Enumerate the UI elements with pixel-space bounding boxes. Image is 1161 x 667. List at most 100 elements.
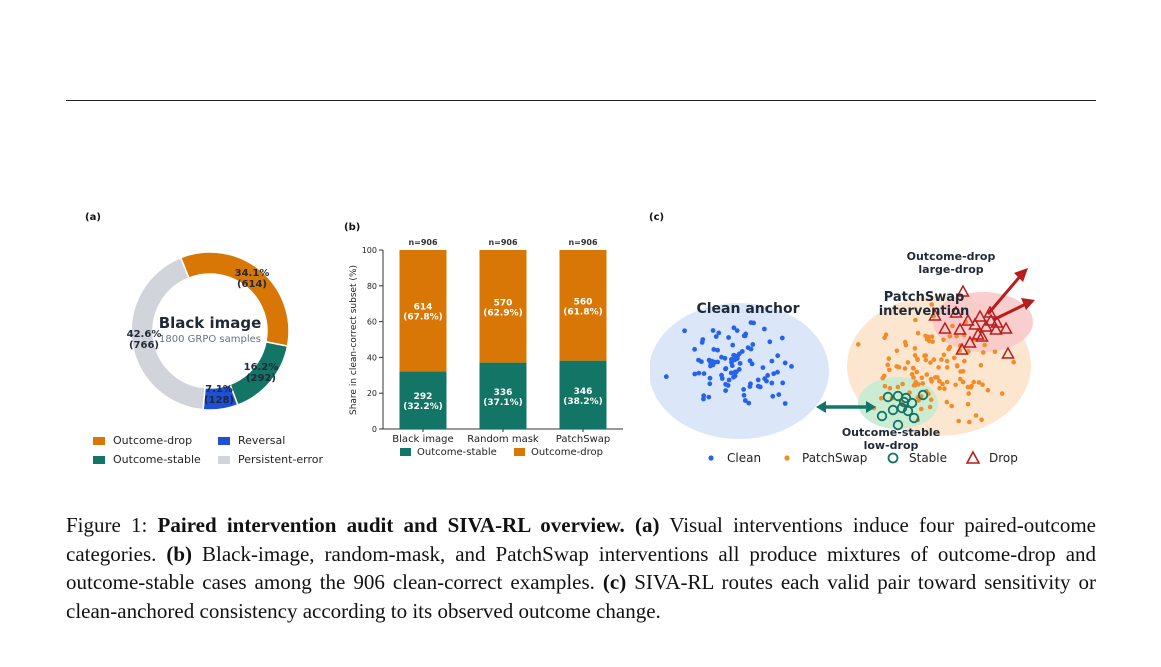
arrowhead-right-icon [866,401,876,413]
panel-b-label: (b) [344,222,361,233]
patchswap-point [887,367,892,373]
patchswap-point [909,372,915,377]
clean-point [739,349,745,354]
bar-data-label: 570 [494,298,513,308]
patchswap-label-line1: PatchSwap [884,290,965,305]
patchswap-point [979,417,984,423]
y-tick-label: 20 [367,389,377,398]
clean-point [775,369,780,375]
stable-point [876,410,888,422]
stable-label-line2: low-drop [864,439,919,452]
bar-n-label: n=906 [568,238,598,247]
bar-n-label: n=906 [408,238,438,247]
figure-caption: Figure 1: Paired intervention audit and … [66,511,1096,625]
caption-b-text: Black-image, random-mask, and PatchSwap … [66,541,1097,595]
patchswap-point [980,382,985,387]
clean-point [730,342,736,348]
bar-data-label: 346 [574,387,593,397]
bar-data-label: 336 [494,388,513,398]
patchswap-point [928,360,933,365]
clean-point [734,369,739,375]
drop-label-line2: large-drop [918,263,983,276]
panel-b-bar-chart: Share in clean-correct subset (%) 0 20 40 6… [349,238,623,445]
clean-point [696,357,701,363]
clean-point [742,333,748,339]
patchswap-point [953,382,958,388]
patchswap-point [950,323,955,329]
slice-label-reversal-count: (128) [204,395,234,406]
clean-point [748,381,753,387]
patchswap-point [976,380,982,385]
clean-point [741,387,746,392]
clean-point [737,361,743,366]
legend-patchswap-marker [784,455,790,461]
clean-point [747,358,753,364]
patchswap-point [919,406,924,412]
stable-point [898,396,910,408]
patchswap-point [933,375,938,380]
patchswap-point [978,363,984,368]
clean-point [699,340,705,345]
patchswap-point [981,350,986,355]
bar-outcome-drop [559,250,607,361]
drop-point [968,317,982,330]
legend-patchswap-label: PatchSwap [802,451,867,465]
patchswap-point [905,360,911,365]
patchswap-point [982,342,987,348]
patchswap-point [954,363,960,368]
donut-slice-persistent-error [130,256,206,411]
panel-a-donut: Black image 1800 GRPO samples 34.1% (614… [127,251,290,411]
clean-point [696,370,702,376]
drop-point [973,309,987,322]
bar-data-label: (67.8%) [403,313,442,323]
patchswap-point [913,317,918,323]
legend-drop-label: Drop [989,451,1018,465]
clean-point [723,366,728,372]
stable-point [882,391,894,403]
drop-point [975,329,989,342]
legend-reversal: Reversal [218,434,285,447]
y-tick-label: 40 [367,353,377,362]
y-tick-label: 0 [372,425,377,434]
bar-data-label: 614 [414,303,433,313]
legend-stable-marker [887,452,899,464]
clean-point [701,393,707,399]
stable-points [876,389,929,431]
patchswap-point [914,369,920,375]
clean-point [789,364,794,369]
patchswap-point [903,342,909,348]
caption-title: Paired intervention audit and SIVA-RL ov… [157,513,625,537]
caption-a-label: (a) [635,513,660,537]
patchswap-point [937,385,942,391]
clean-point [762,326,767,332]
clean-point [775,353,781,359]
legend-clean-label: Clean [727,451,761,465]
slice-label-stable-count: (292) [246,373,276,384]
caption-figure-label: Figure 1: [66,513,148,537]
patchswap-point [937,378,942,384]
stable-point [887,404,899,416]
drop-point [949,305,963,318]
patchswap-point [916,382,921,387]
patchswap-point [958,376,963,382]
legend-b-outcome-stable: Outcome-stable [400,447,497,458]
patchswap-point [920,381,926,386]
drop-point [938,321,952,334]
drop-point [963,335,977,348]
clean-point [692,371,698,377]
clean-point [771,371,777,377]
clean-point [765,373,771,378]
patchswap-point [992,349,998,355]
legend-stable-label: Stable [909,451,947,465]
clean-point [713,334,719,339]
y-tick-label: 60 [367,318,377,327]
clean-point [755,377,761,383]
clean-point [767,339,773,345]
donut-center-title: Black image [159,314,262,332]
clean-point [726,335,731,340]
panel-c-diagram: Clean anchor PatchSwap intervention Outc… [650,250,1035,465]
bar-data-label: (32.2%) [403,402,442,412]
patchswap-point [882,383,888,389]
clean-point [725,383,731,388]
clean-point [769,380,775,386]
